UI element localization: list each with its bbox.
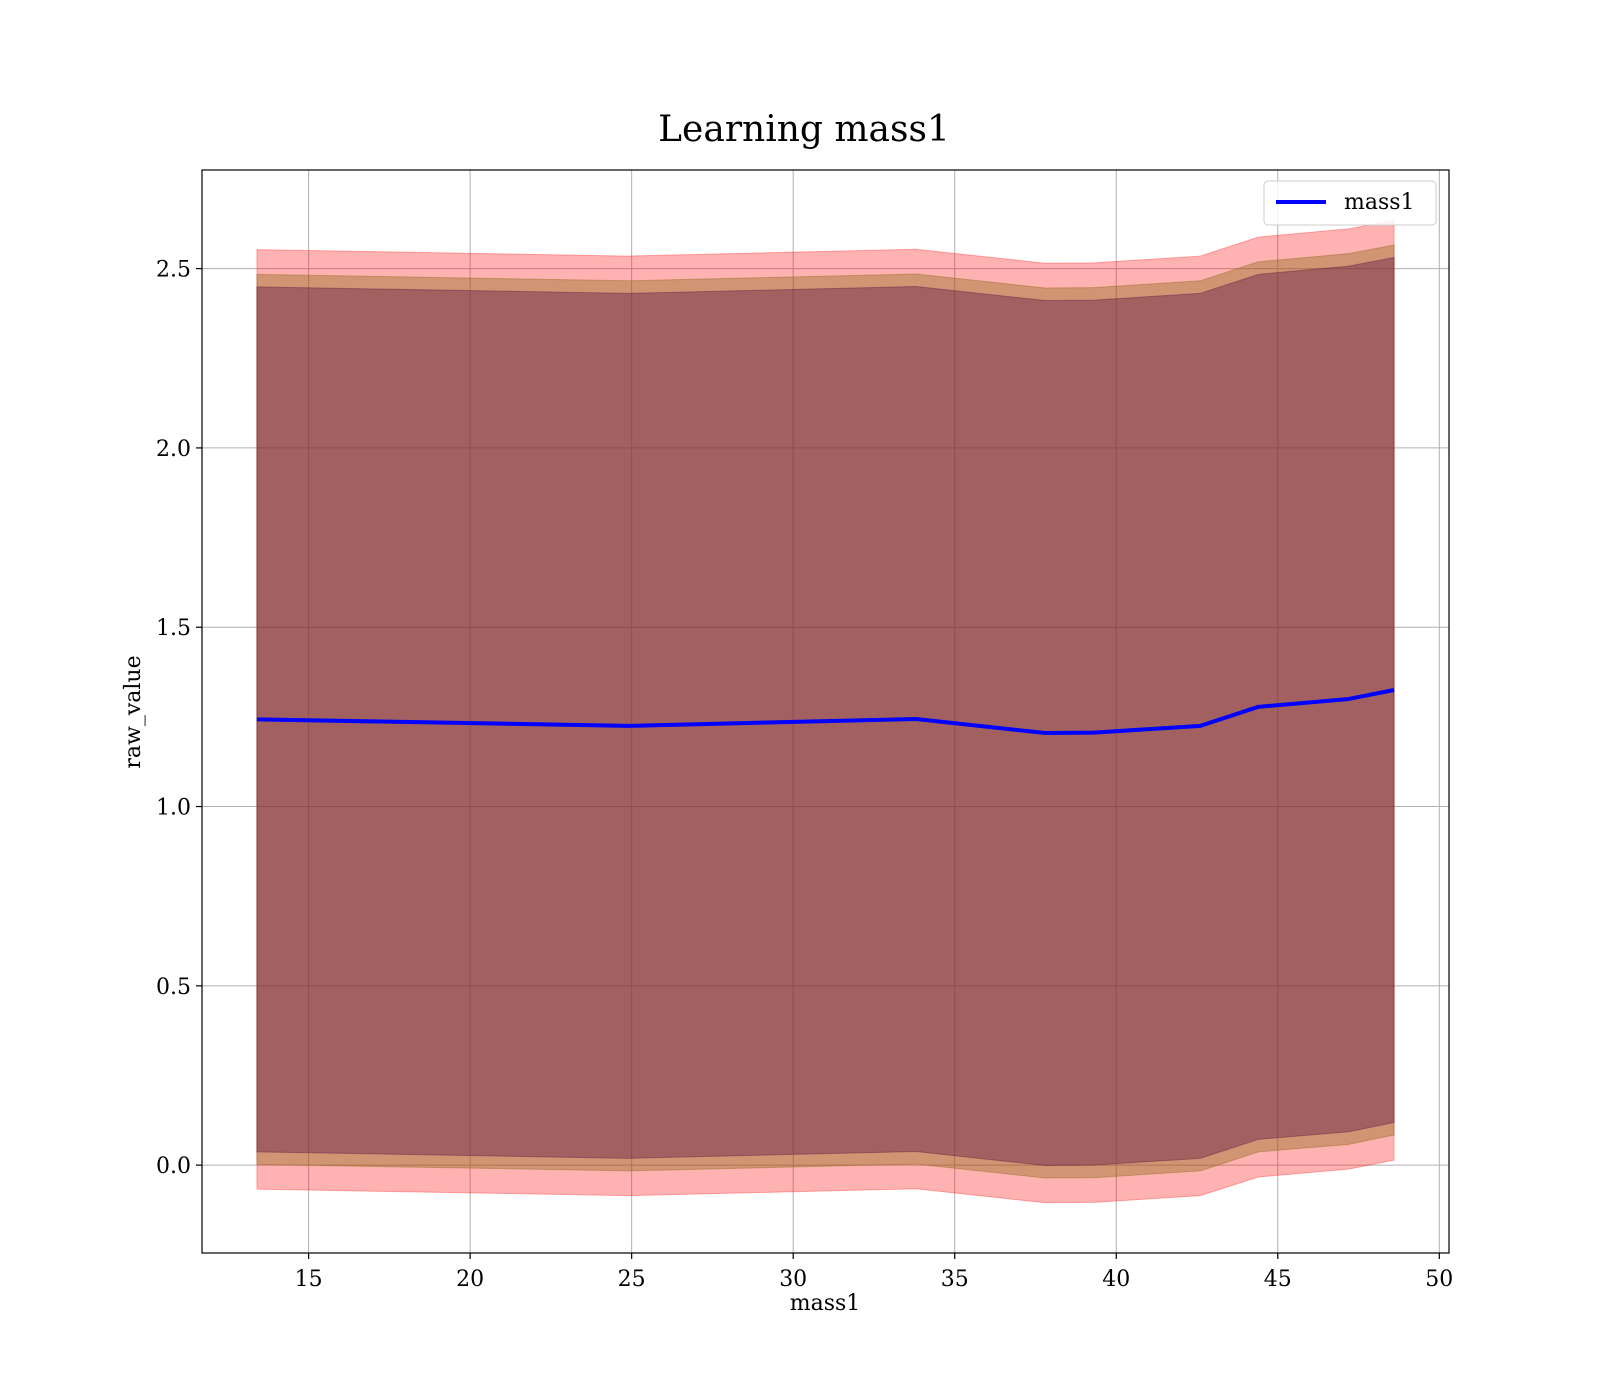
plot-frame bbox=[201, 169, 1450, 1254]
x-tick-label-4: 35 bbox=[941, 1267, 969, 1292]
x-tick-label-3: 30 bbox=[779, 1267, 807, 1292]
y-tick-label-4: 2.0 bbox=[156, 437, 191, 462]
confidence-band-2 bbox=[256, 256, 1395, 1166]
x-tick-label-0: 15 bbox=[295, 1267, 323, 1292]
legend-box bbox=[1263, 180, 1437, 226]
y-tick-label-0: 0.0 bbox=[156, 1154, 191, 1179]
x-tick-label-2: 25 bbox=[618, 1267, 646, 1292]
series-lines bbox=[256, 688, 1395, 736]
legend: mass1 bbox=[1263, 180, 1437, 226]
y-tick-label-3: 1.5 bbox=[156, 616, 191, 641]
legend-label-mass1: mass1 bbox=[1344, 190, 1415, 215]
y-axis-label: raw_value bbox=[121, 655, 146, 768]
x-tick-label-1: 20 bbox=[456, 1267, 484, 1292]
y-tick-label-1: 0.5 bbox=[156, 975, 191, 1000]
x-axis-label: mass1 bbox=[790, 1291, 861, 1316]
confidence-band-1 bbox=[256, 244, 1395, 1179]
x-tick-label-5: 40 bbox=[1102, 1267, 1130, 1292]
x-ticks: 15 20 25 30 35 40 45 50 bbox=[295, 1253, 1453, 1292]
x-tick-label-6: 45 bbox=[1264, 1267, 1292, 1292]
confidence-bands bbox=[256, 219, 1395, 1204]
y-tick-label-2: 1.0 bbox=[156, 796, 191, 821]
y-ticks: 0.0 0.5 1.0 1.5 2.0 2.5 bbox=[156, 258, 202, 1179]
x-tick-label-7: 50 bbox=[1425, 1267, 1453, 1292]
chart-title: Learning mass1 bbox=[658, 109, 950, 150]
y-tick-label-5: 2.5 bbox=[156, 258, 191, 283]
series-line-mass1 bbox=[256, 688, 1395, 736]
confidence-band-0 bbox=[256, 219, 1395, 1204]
grid bbox=[202, 170, 1449, 1253]
